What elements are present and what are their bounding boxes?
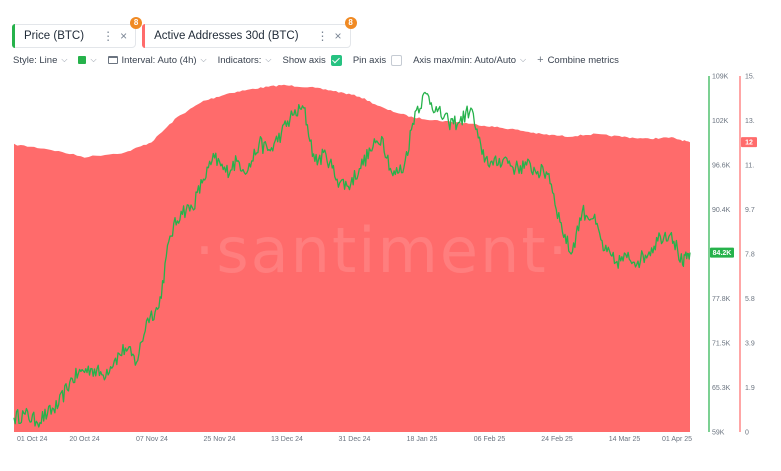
style-label: Style: Line <box>13 54 58 66</box>
chevron-down-icon: ⌵ <box>200 55 207 64</box>
metric-tabs: Price (BTC) ⋮ × 8 Active Addresses 30d (… <box>12 17 357 48</box>
show-axis-label: Show axis <box>282 54 326 66</box>
price-tick-label: 71.5K <box>712 341 731 348</box>
addresses-tick-label: 1.9 <box>745 385 755 392</box>
current-addresses-label: 12 <box>745 140 753 147</box>
combine-metrics-button[interactable]: + Combine metrics <box>537 54 619 66</box>
axis-maxmin-dropdown[interactable]: Axis max/min: Auto/Auto ⌵ <box>413 55 526 66</box>
price-line-layer <box>13 91 691 428</box>
addresses-tick-label: 7.8 <box>745 252 755 259</box>
notification-badge: 8 <box>344 17 357 29</box>
chevron-down-icon: ⌵ <box>265 55 272 64</box>
addresses-tick-label: 15. <box>745 74 755 81</box>
indicators-label: Indicators: <box>217 54 262 66</box>
x-tick-label: 18 Jan 25 <box>407 436 438 443</box>
pin-axis-checkbox[interactable] <box>391 54 403 66</box>
chevron-down-icon: ⌵ <box>61 55 68 64</box>
pin-axis-toggle[interactable]: Pin axis <box>352 54 403 66</box>
plus-icon: + <box>537 54 544 66</box>
color-picker[interactable]: ⌵ <box>78 55 97 65</box>
style-dropdown[interactable]: Style: Line ⌵ <box>13 55 67 66</box>
addresses-tick-label: 13. <box>745 118 755 125</box>
addresses-tick-label: 11. <box>745 163 754 170</box>
x-tick-label: 31 Dec 24 <box>339 436 371 443</box>
x-tick-label: 13 Dec 24 <box>271 436 303 443</box>
calendar-icon <box>107 56 118 64</box>
addresses-tick-label: 3.9 <box>745 341 755 348</box>
pin-axis-label: Pin axis <box>352 54 387 66</box>
addresses-tick-label: 5.8 <box>745 296 755 303</box>
watermark: ·santiment· <box>195 214 570 287</box>
addresses-tick-label: 0 <box>745 430 749 437</box>
x-tick-label: 20 Oct 24 <box>69 436 99 443</box>
interval-label: Interval: Auto (4h) <box>121 54 197 66</box>
more-options-icon[interactable]: ⋮ <box>316 29 329 43</box>
x-tick-label: 01 Apr 25 <box>662 436 692 443</box>
chart-toolbar: Style: Line ⌵ ⌵ Interval: Auto (4h) ⌵ In… <box>13 53 630 67</box>
current-price-marker <box>710 247 734 258</box>
notification-badge: 8 <box>130 17 143 29</box>
indicators-dropdown[interactable]: Indicators: ⌵ <box>218 55 272 66</box>
price-line <box>13 91 691 428</box>
x-tick-label: 25 Nov 24 <box>204 436 236 443</box>
addresses-tick-label: 9.7 <box>745 207 755 214</box>
x-tick-label: 14 Mar 25 <box>609 436 641 443</box>
price-tick-label: 102K <box>712 118 729 125</box>
combine-metrics-label: Combine metrics <box>547 54 619 66</box>
tab-price-btc[interactable]: Price (BTC) ⋮ × 8 <box>12 17 143 48</box>
close-icon[interactable]: × <box>120 29 128 43</box>
tab-active-addresses[interactable]: Active Addresses 30d (BTC) ⋮ × 8 <box>142 17 357 48</box>
close-icon[interactable]: × <box>334 29 342 43</box>
axes-layer: 59K 65.3K 71.5K 77.8K 84.2K 90.4K 96.6K 102K 109… <box>17 74 757 443</box>
interval-dropdown[interactable]: Interval: Auto (4h) ⌵ <box>107 54 207 66</box>
tab-color-bar <box>142 24 146 48</box>
tab-color-bar <box>12 24 15 48</box>
current-addresses-marker <box>741 137 757 148</box>
more-options-icon[interactable]: ⋮ <box>102 29 115 43</box>
chevron-down-icon: ⌵ <box>90 55 97 64</box>
axis-maxmin-label: Axis max/min: Auto/Auto <box>413 54 517 66</box>
chevron-down-icon: ⌵ <box>520 55 527 64</box>
show-axis-checkbox[interactable] <box>330 54 342 66</box>
tab-label: Price (BTC) <box>24 30 85 42</box>
show-axis-toggle[interactable]: Show axis <box>282 54 342 66</box>
current-price-label: 84.2K <box>713 250 732 257</box>
price-tick-label: 59K <box>712 430 725 437</box>
price-tick-label: 109K <box>712 74 729 81</box>
color-swatch <box>78 56 87 64</box>
x-tick-label: 01 Oct 24 <box>17 436 47 443</box>
x-tick-label: 07 Nov 24 <box>136 436 168 443</box>
price-tick-label: 65.3K <box>712 385 731 392</box>
tab-label: Active Addresses 30d (BTC) <box>154 30 299 42</box>
price-tick-label: 96.6K <box>712 163 731 170</box>
x-tick-label: 24 Feb 25 <box>541 436 573 443</box>
price-tick-label: 77.8K <box>712 296 731 303</box>
price-tick-label: 90.4K <box>712 207 731 214</box>
x-tick-label: 06 Feb 25 <box>474 436 506 443</box>
